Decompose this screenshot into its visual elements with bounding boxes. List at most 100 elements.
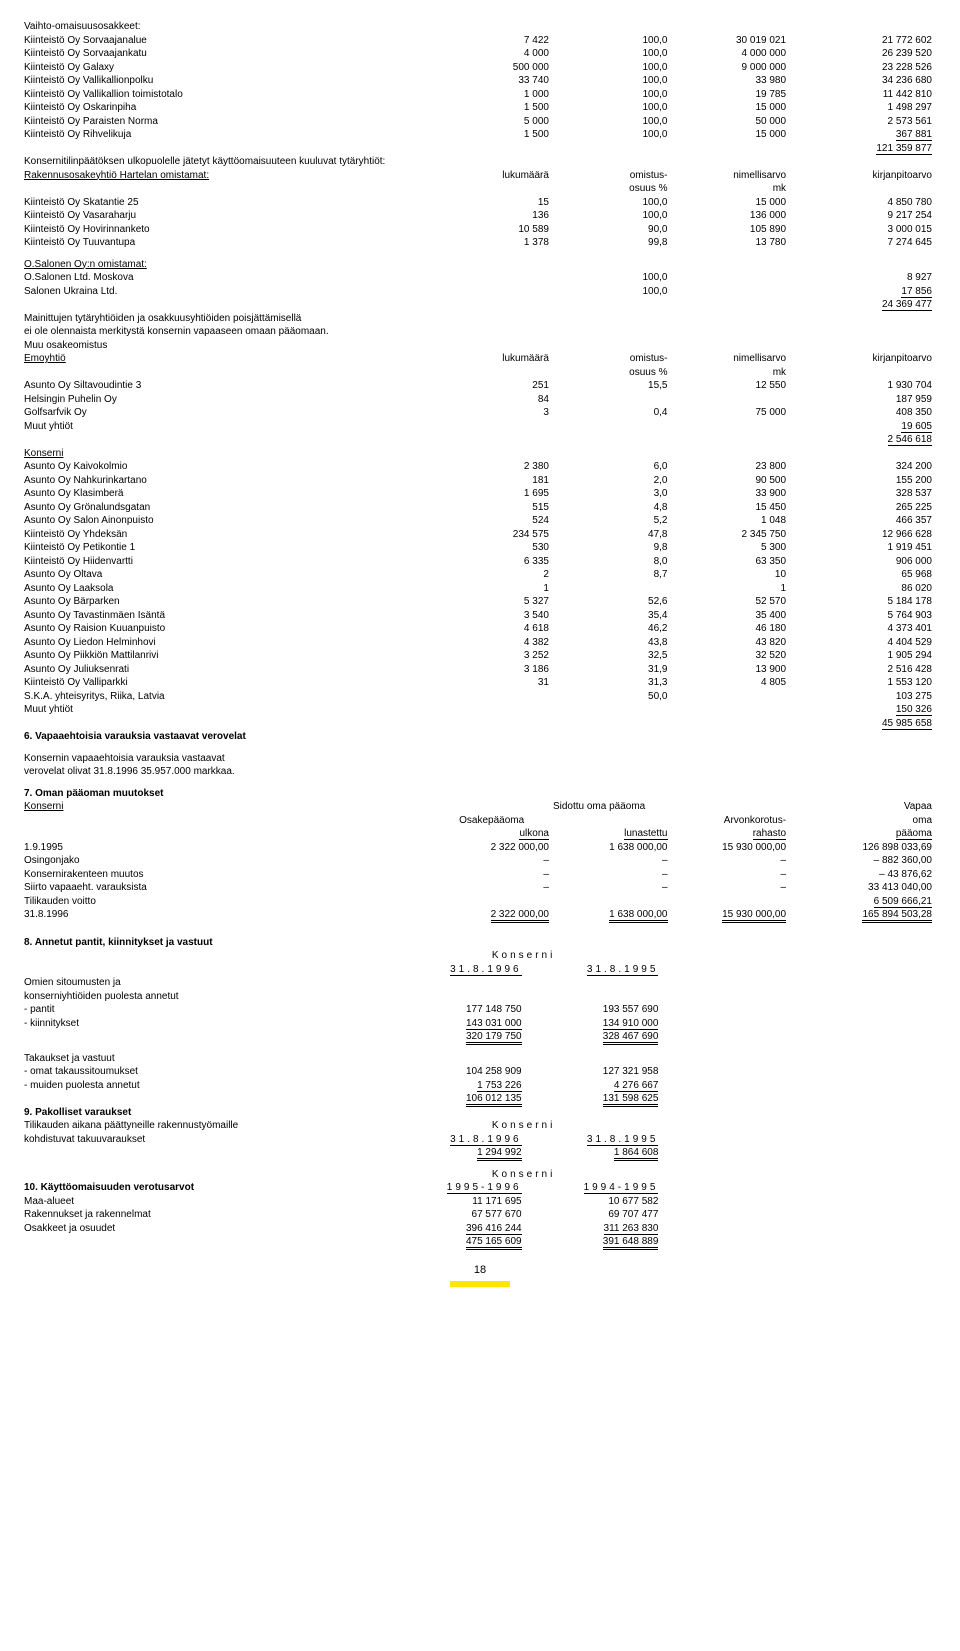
s7-h-r2c: Arvonkorotus- (672, 814, 791, 828)
t1-sum: 121 359 877 (790, 142, 936, 156)
s7-h-c1: Sidottu oma pääoma (553, 800, 672, 814)
table-row: Kiinteistö Oy Sorvaajanalue 7 422 100,0 … (24, 34, 936, 48)
table-row: Siirto vapaaeht. varauksista – – – 33 41… (24, 881, 936, 895)
s8-d1: 31.8.1996 (450, 964, 522, 976)
table-row: Rakennukset ja rakennelmat 67 577 670 69… (24, 1208, 936, 1222)
table-row: Kiinteistö Oy Hiidenvartti 6 335 8,0 63 … (24, 555, 936, 569)
t5: Konserni (24, 447, 936, 461)
table-row: Kiinteistö Oy Valliparkki 31 31,3 4 805 … (24, 676, 936, 690)
s7-tot-d: 165 894 503,28 (862, 909, 932, 923)
table-row: Osakkeet ja osuudet 396 416 244 311 263 … (24, 1222, 936, 1236)
s8-d2: 31.8.1995 (587, 964, 659, 976)
s7-h-r3a: ulkona (519, 828, 548, 840)
table-row: Salonen Ukraina Ltd. 100,0 17 856 (24, 285, 936, 299)
table-row: Asunto Oy Laaksola 1 1 86 020 (24, 582, 936, 596)
t5-sub: Konserni (24, 448, 63, 459)
table-row: Kiinteistö Oy Petikontie 1 530 9,8 5 300… (24, 541, 936, 555)
table-row: Asunto Oy Salon Ainonpuisto 524 5,2 1 04… (24, 514, 936, 528)
t2-h3b: mk (672, 182, 791, 196)
t3-sum: 24 369 477 (882, 299, 932, 311)
t2-sub: Rakennusosakeyhtiö Hartelan omistamat: (24, 170, 209, 181)
s7-rows: 1.9.1995 2 322 000,00 1 638 000,00 15 93… (24, 841, 936, 909)
table-row: Konsernirakenteen muutos – – – – 43 876,… (24, 868, 936, 882)
s9-a: 1 294 992 (477, 1147, 522, 1161)
s7-tot-a: 2 322 000,00 (491, 909, 549, 923)
s7-h-r2d: oma (790, 814, 936, 828)
s6-l1: Konsernin vapaaehtoisia varauksia vastaa… (24, 752, 936, 766)
t4-h3a: nimellisarvo (672, 352, 791, 366)
table-row: Asunto Oy Nahkurinkartano 181 2,0 90 500… (24, 474, 936, 488)
table-row: Kiinteistö Oy Tuuvantupa 1 378 99,8 13 7… (24, 236, 936, 250)
s10-hdr: Konserni (492, 1169, 555, 1180)
table-row: Tilikauden voitto 6 509 666,21 (24, 895, 936, 909)
s8g1-rows: - pantit 177 148 750 193 557 690 - kiinn… (24, 1003, 936, 1030)
s7-tot-name: 31.8.1996 (24, 908, 434, 922)
t3: O.Salonen Oy:n omistamat: (24, 258, 936, 272)
page-number: 18 (24, 1263, 936, 1278)
s8-g1-l1: Omien sitoumusten ja (24, 976, 389, 990)
s10-title: 10. Käyttöomaisuuden verotusarvot (24, 1181, 389, 1195)
table-row: Kiinteistö Oy Paraisten Norma 5 000 100,… (24, 115, 936, 129)
s8-g2-sa: 106 012 135 (466, 1093, 522, 1107)
t4-h4: kirjanpitoarvo (790, 352, 936, 366)
table-row: - omat takaussitoumukset 104 258 909 127… (24, 1065, 936, 1079)
table-row: O.Salonen Ltd. Moskova 100,0 8 927 (24, 271, 936, 285)
t4-sum: 2 546 618 (888, 434, 933, 446)
table-row: Asunto Oy Klasimberä 1 695 3,0 33 900 32… (24, 487, 936, 501)
vaihto-table: Vaihto-omaisuusosakkeet: (24, 20, 936, 34)
t2: Konsernitilinpäätöksen ulkopuolelle jäte… (24, 155, 936, 196)
s10-rows: Maa-alueet 11 171 695 10 677 582 Rakennu… (24, 1195, 936, 1236)
t2-h4: kirjanpitoarvo (790, 169, 936, 183)
t3-sub: O.Salonen Oy:n omistamat: (24, 259, 147, 270)
table-row: Asunto Oy Bärparken 5 327 52,6 52 570 5 … (24, 595, 936, 609)
s7-sub: Konserni (24, 801, 63, 812)
table-row: - kiinnitykset 143 031 000 134 910 000 (24, 1017, 936, 1031)
table-row: Maa-alueet 11 171 695 10 677 582 (24, 1195, 936, 1209)
t4: Muu osakeomistus Emoyhtiö lukumäärä omis… (24, 339, 936, 380)
table-row: Kiinteistö Oy Oskarinpiha 1 500 100,0 15… (24, 101, 936, 115)
t4-h3b: mk (672, 366, 791, 380)
s10-table: Konserni 10. Käyttöomaisuuden verotusarv… (24, 1168, 936, 1195)
table-row: Kiinteistö Oy Vallikallion toimistotalo … (24, 88, 936, 102)
table-row: Kiinteistö Oy Yhdeksän 234 575 47,8 2 34… (24, 528, 936, 542)
s10-sa: 475 165 609 (466, 1236, 522, 1250)
table-row: Asunto Oy Kaivokolmio 2 380 6,0 23 800 3… (24, 460, 936, 474)
t4-h2a: omistus- (553, 352, 672, 366)
s8-g1-sb: 328 467 690 (603, 1031, 659, 1045)
table-row: Kiinteistö Oy Skatantie 25 15 100,0 15 0… (24, 196, 936, 210)
t4-title: Muu osakeomistus (24, 339, 936, 353)
table-row: Kiinteistö Oy Vasaraharju 136 100,0 136 … (24, 209, 936, 223)
t5-rows: Asunto Oy Kaivokolmio 2 380 6,0 23 800 3… (24, 460, 936, 717)
table-row: Asunto Oy Piikkiön Mattilanrivi 3 252 32… (24, 649, 936, 663)
s9-hdr: Konserni (492, 1120, 555, 1131)
s7-h-r3d: pääoma (896, 828, 932, 840)
s9-l1: Tilikauden aikana päättyneille rakennust… (24, 1119, 389, 1133)
s9-l2: kohdistuvat takuuvaraukset (24, 1133, 389, 1147)
s9-d2: 31.8.1995 (587, 1134, 659, 1146)
t3-note2: ei ole olennaista merkitystä konsernin v… (24, 325, 936, 339)
t4-h1: lukumäärä (434, 352, 553, 366)
s8-table: Konserni 31.8.1996 31.8.1995 Omien sitou… (24, 949, 936, 1003)
t2-h2a: omistus- (553, 169, 672, 183)
table-row: 1.9.1995 2 322 000,00 1 638 000,00 15 93… (24, 841, 936, 855)
table-row: Golfsarfvik Oy 3 0,4 75 000 408 350 (24, 406, 936, 420)
yellow-accent (450, 1281, 510, 1287)
table-row: Helsingin Puhelin Oy 84 187 959 (24, 393, 936, 407)
s8-hdr: Konserni (492, 950, 555, 961)
s8-title: 8. Annetut pantit, kiinnitykset ja vastu… (24, 936, 936, 950)
t1-rows: Kiinteistö Oy Sorvaajanalue 7 422 100,0 … (24, 34, 936, 142)
table-row: Asunto Oy Tavastinmäen Isäntä 3 540 35,4… (24, 609, 936, 623)
table-row: Muut yhtiöt 19 605 (24, 420, 936, 434)
table-row: Asunto Oy Juliuksenrati 3 186 31,9 13 90… (24, 663, 936, 677)
s8-g1-l2: konserniyhtiöiden puolesta annetut (24, 990, 389, 1004)
s7-h-r2a: Osakepääoma (434, 814, 553, 828)
s7-title: 7. Oman pääoman muutokset (24, 787, 936, 801)
s10-sb: 391 648 889 (603, 1236, 659, 1250)
s10-d2: 1994-1995 (584, 1182, 659, 1194)
s7-h-r3b: lunastettu (624, 828, 667, 840)
t2-h1: lukumäärä (434, 169, 553, 183)
s7-h-r3c: rahasto (753, 828, 786, 840)
s10-d1: 1995-1996 (447, 1182, 522, 1194)
table-row: Asunto Oy Siltavoudintie 3 251 15,5 12 5… (24, 379, 936, 393)
t1-title: Vaihto-omaisuusosakkeet: (24, 20, 434, 34)
